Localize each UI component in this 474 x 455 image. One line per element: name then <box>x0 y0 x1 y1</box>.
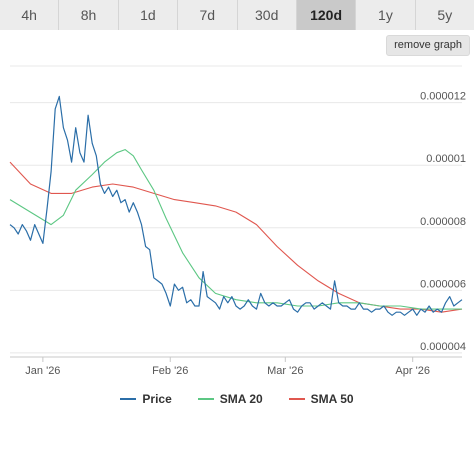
tab-5y[interactable]: 5y <box>415 0 474 30</box>
tab-120d[interactable]: 120d <box>296 0 357 30</box>
x-tick-label-2: Mar '26 <box>267 365 303 377</box>
series-line-sma-50 <box>9 161 463 313</box>
legend-label: SMA 20 <box>219 392 263 406</box>
tab-7d[interactable]: 7d <box>178 0 238 30</box>
x-tick-label-3: Apr '26 <box>395 365 430 377</box>
tab-1y[interactable]: 1y <box>356 0 416 30</box>
legend-swatch <box>197 398 214 400</box>
range-tabs: 4h 8h 1d 7d 30d 120d 1y 5y <box>0 0 474 30</box>
tab-1d[interactable]: 1d <box>118 0 179 30</box>
x-tick-label-1: Feb '26 <box>152 365 188 377</box>
legend-label: Price <box>142 392 172 406</box>
legend-label: SMA 50 <box>310 392 354 406</box>
legend-item-sma-20[interactable]: SMA 20 <box>197 392 263 406</box>
legend-swatch <box>288 398 305 400</box>
tab-8h[interactable]: 8h <box>59 0 119 30</box>
series-line-sma-20 <box>9 149 462 310</box>
x-tick-label-0: Jan '26 <box>25 365 60 377</box>
legend-swatch <box>120 398 137 400</box>
y-tick-label-3: 0.00001 <box>426 153 466 165</box>
y-tick-label-1: 0.000006 <box>420 278 466 290</box>
y-tick-label-0: 0.000004 <box>420 341 466 353</box>
tab-30d[interactable]: 30d <box>237 0 297 30</box>
remove-graph-button[interactable]: remove graph <box>386 35 470 56</box>
series-line-price <box>9 95 463 316</box>
y-tick-label-4: 0.000012 <box>420 91 466 103</box>
y-tick-label-2: 0.000008 <box>420 216 466 228</box>
legend-item-price[interactable]: Price <box>120 392 172 406</box>
legend-item-sma-50[interactable]: SMA 50 <box>288 392 354 406</box>
chart-legend: Price SMA 20 SMA 50 <box>0 392 474 406</box>
tab-4h[interactable]: 4h <box>0 0 60 30</box>
